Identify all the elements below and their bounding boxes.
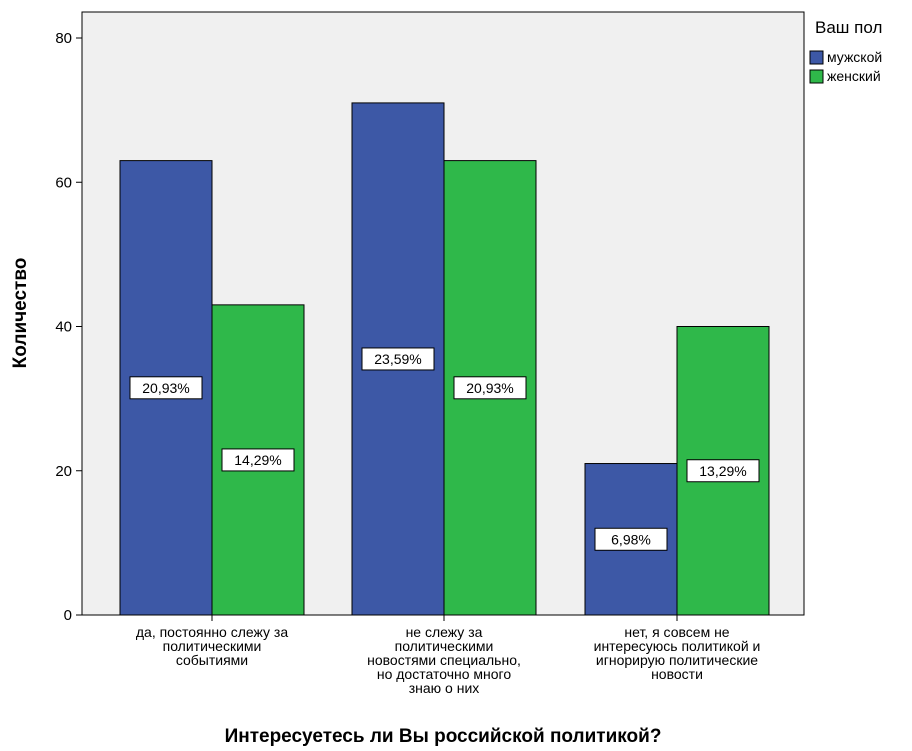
data-label-box [453,376,527,400]
legend-title: Ваш пол [815,18,882,37]
x-category-label-line: нет, я совсем не [624,624,729,640]
y-axis-title: Количество [10,258,31,369]
data-label: 13,29% [699,463,746,479]
legend: Ваш пол мужской женский [809,18,882,84]
x-category-label-line: политическими [163,638,262,654]
x-category-label-line: интересуюсь политикой и [594,638,761,654]
data-label: 6,98% [611,531,651,547]
legend-swatch-male [809,50,824,65]
x-category-label-line: знаю о них [409,680,480,696]
x-category-label-line: событиями [176,652,248,668]
x-category-label-1: да, постоянно слежу за политическими событ… [136,624,288,668]
data-label: 14,29% [234,452,281,468]
data-label: 23,59% [374,351,421,367]
data-label: 20,93% [466,380,513,396]
data-label-box [686,459,760,483]
y-tick-label: 80 [55,30,72,47]
data-label-box [221,448,295,472]
x-category-label-2: не слежу за политическими новостями специа… [367,624,521,696]
x-category-label-line: новости [651,666,703,682]
x-axis-title: Интересуетесь ли Вы российской политикой… [225,726,662,747]
data-label: 20,93% [142,380,189,396]
data-labels: 20,93% 23,59% 6,98% 14,29% 20,93% 13,29% [129,347,760,551]
x-category-label-line: новостями специально, [367,652,521,668]
legend-swatch-female [809,69,824,84]
data-label-box [361,347,435,371]
x-category-label-line: да, постоянно слежу за [136,624,288,640]
legend-label-male: мужской [827,49,882,65]
y-tick-label: 20 [55,463,72,480]
y-tick-label: 0 [64,607,72,624]
x-category-label-line: игнорирую политические [596,652,758,668]
x-category-label-line: политическими [395,638,494,654]
data-label-box [129,376,203,400]
data-label-box [594,527,668,551]
y-tick-label: 40 [55,319,72,336]
x-category-label-line: но достаточно много [377,666,511,682]
legend-label-female: женский [827,68,881,84]
x-category-label-line: не слежу за [406,624,483,640]
y-tick-label: 60 [55,174,72,191]
